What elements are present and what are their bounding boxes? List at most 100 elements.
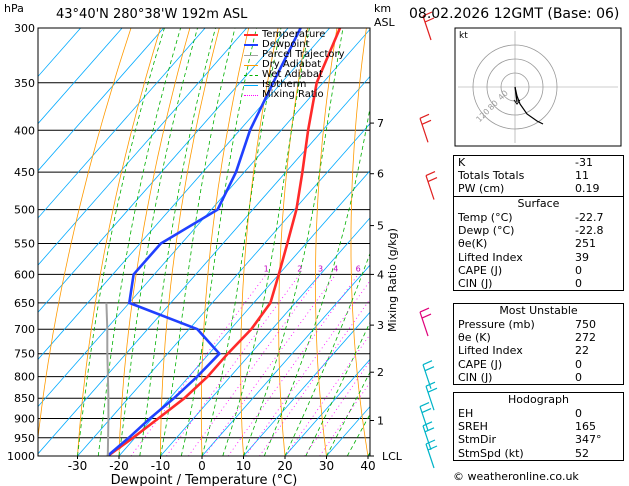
wind-barb <box>425 171 438 200</box>
legend-label: Parcel Trajectory <box>262 49 345 60</box>
plot-frame <box>37 27 371 457</box>
unstable-table: Most Unstable Pressure (mb) 750 θe (K) 272 Li… <box>453 303 624 385</box>
isotherm <box>77 123 370 456</box>
index-value: 0 <box>575 263 582 277</box>
temp-tick-label: 20 <box>277 459 292 473</box>
table-row: SREH 165 <box>454 420 623 433</box>
index-label: θe (K) <box>458 331 491 345</box>
table-row: StmSpd (kt) 52 <box>454 447 623 460</box>
index-value: 251 <box>575 237 596 251</box>
pressure-tick-label: 800 <box>14 371 35 384</box>
mixing-ratio-line <box>304 360 370 456</box>
index-value: -31 <box>575 156 593 169</box>
legend-swatch <box>244 64 258 66</box>
index-value: 0 <box>575 407 582 420</box>
index-label: SREH <box>458 420 488 434</box>
wet-adiabat <box>118 28 198 456</box>
isotherm <box>201 264 370 456</box>
km-tick-label: 2 <box>377 366 384 379</box>
storm-motion-arrow <box>514 86 518 103</box>
table-row: K -31 <box>454 156 623 169</box>
header-km: km <box>374 2 392 15</box>
legend-swatch <box>244 94 258 96</box>
wind-barb <box>425 439 438 469</box>
table-row: CIN (J) 0 <box>454 371 623 384</box>
pressure-tick-label: 550 <box>14 237 35 250</box>
dry-adiabat <box>38 28 132 442</box>
dry-adiabat <box>240 28 279 456</box>
header-location: 43°40'N 280°38'W 192m ASL <box>56 7 248 22</box>
table-row: Pressure (mb) 750 <box>454 318 623 331</box>
legend-swatch <box>244 34 258 36</box>
index-label: Dewp (°C) <box>458 224 515 238</box>
isotherm <box>38 28 206 219</box>
legend-item: Parcel Trajectory <box>244 50 345 60</box>
copyright: © weatheronline.co.uk <box>453 470 579 483</box>
table-row: CAPE (J) 0 <box>454 358 623 371</box>
hodograph-unit-label: kt <box>459 31 468 41</box>
wind-barb <box>419 113 432 143</box>
table-row: Temp (°C) -22.7 <box>454 211 623 224</box>
wind-barb <box>425 381 438 411</box>
legend-item: Dewpoint <box>244 40 345 50</box>
temp-tick-label: -20 <box>109 459 129 473</box>
pressure-tick-label: 750 <box>14 348 35 361</box>
pressure-tick-label: 350 <box>14 77 35 90</box>
dry-adiabat <box>350 28 369 456</box>
isotherm <box>38 28 289 313</box>
surface-table: Surface Temp (°C) -22.7 Dewp (°C) -22.8 θe(K)… <box>453 196 624 292</box>
wet-adiabat <box>201 28 282 456</box>
legend-label: Mixing Ratio <box>262 89 324 100</box>
dry-adiabat <box>77 28 161 456</box>
pressure-tick-label: 1000 <box>7 450 35 463</box>
temp-tick-label: 40 <box>360 459 375 473</box>
pressure-tick-label: 900 <box>14 413 35 426</box>
index-value: 347° <box>575 433 602 447</box>
mixing-ratio-line <box>259 298 370 456</box>
legend-swatch <box>244 84 258 86</box>
mixing-ratio-line <box>166 274 301 456</box>
legend: Temperature Dewpoint Parcel Trajectory Dry … <box>244 30 345 100</box>
table-title: Surface <box>517 197 560 210</box>
isotherm <box>38 28 123 125</box>
km-tick-label: 5 <box>377 220 384 233</box>
index-value: 0 <box>575 357 582 371</box>
parcel-trajectory-line <box>105 302 110 456</box>
wind-barb <box>419 307 432 337</box>
table-row: CIN (J) 0 <box>454 277 623 290</box>
mixing-ratio-line <box>319 381 370 456</box>
wet-adiabat <box>77 28 165 456</box>
index-label: θe(K) <box>458 237 488 251</box>
temp-tick-label: 30 <box>319 459 334 473</box>
km-tick-label: 6 <box>377 168 384 181</box>
index-value: 750 <box>575 318 596 331</box>
index-value: 165 <box>575 420 596 434</box>
copyright-text: © weatheronline.co.uk <box>453 470 579 483</box>
legend-item: Wet Adiabat <box>244 70 345 80</box>
pressure-tick-label: 400 <box>14 124 35 137</box>
wet-adiabat <box>222 28 310 456</box>
table-row: Dewp (°C) -22.8 <box>454 224 623 237</box>
mixing-ratio-line <box>245 280 370 456</box>
mixing-ratio-tick-label: 6 <box>356 264 361 273</box>
mixing-ratio-tick-label: 1 <box>264 264 269 273</box>
mixing-ratio-tick-label: 25 <box>439 264 449 273</box>
index-value: 52 <box>575 446 589 460</box>
mixing-ratio-tick-label: 20 <box>425 264 435 273</box>
index-label: CAPE (J) <box>458 357 503 371</box>
legend-label: Isotherm <box>262 79 307 90</box>
legend-item: Temperature <box>244 30 345 40</box>
index-value: 0.19 <box>575 182 600 196</box>
wet-adiabat <box>263 105 370 456</box>
isotherm <box>243 311 370 456</box>
table-title: Most Unstable <box>499 304 578 317</box>
legend-label: Dry Adiabat <box>262 59 322 70</box>
dry-adiabat <box>315 28 338 456</box>
dewpoint-line <box>106 28 302 456</box>
table-title: Hodograph <box>508 393 569 406</box>
isotherm <box>118 170 370 456</box>
index-label: K <box>458 156 466 169</box>
x-axis-label: Dewpoint / Temperature (°C) <box>111 473 298 486</box>
wind-barb <box>422 11 435 41</box>
legend-swatch <box>244 54 258 56</box>
